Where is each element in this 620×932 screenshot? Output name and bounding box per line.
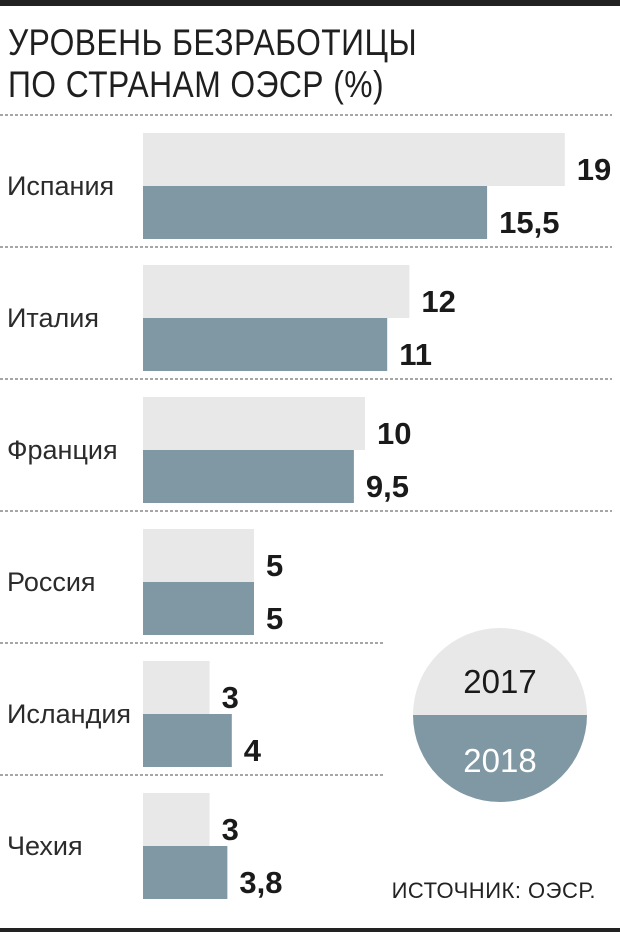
bar-2018	[143, 846, 228, 899]
source-note: ИСТОЧНИК: ОЭСР.	[391, 878, 596, 903]
legend-swatch-2018	[413, 715, 587, 802]
data-label-2017: 12	[421, 284, 455, 319]
bar-2017	[143, 793, 210, 846]
bar-2017	[143, 133, 565, 186]
data-label-2017: 10	[377, 416, 411, 451]
country-label: Франция	[7, 435, 118, 465]
chart-title-line-2: ПО СТРАНАМ ОЭСР (%)	[8, 64, 385, 105]
data-label-2018: 4	[244, 733, 262, 768]
country-label: Испания	[7, 171, 114, 201]
bar-2017	[143, 529, 254, 582]
chart-title-line-1: УРОВЕНЬ БЕЗРАБОТИЦЫ	[8, 22, 418, 63]
country-label: Чехия	[7, 831, 83, 861]
data-label-2017: 3	[222, 812, 239, 847]
chart-title: УРОВЕНЬ БЕЗРАБОТИЦЫ ПО СТРАНАМ ОЭСР (%)	[8, 22, 490, 106]
bar-2017	[143, 265, 410, 318]
country-label: Италия	[7, 303, 99, 333]
legend-swatch-2017	[413, 628, 587, 715]
bar-2018	[143, 318, 388, 371]
legend-label-2018: 2018	[463, 742, 536, 779]
bar-2017	[143, 661, 210, 714]
data-label-2018: 11	[399, 337, 432, 372]
country-label: Исландия	[7, 699, 131, 729]
bar-2018	[143, 186, 488, 239]
bar-2018	[143, 714, 232, 767]
data-label-2017: 3	[222, 680, 239, 715]
data-label-2018: 15,5	[499, 205, 559, 240]
data-label-2017: 19	[577, 152, 611, 187]
legend-label-2017: 2017	[463, 663, 536, 700]
bar-2018	[143, 582, 254, 635]
bar-2018	[143, 450, 354, 503]
data-label-2018: 9,5	[366, 469, 409, 504]
country-label: Россия	[7, 567, 96, 597]
data-label-2018: 5	[266, 601, 283, 636]
data-label-2018: 3,8	[239, 865, 282, 900]
data-label-2017: 5	[266, 548, 283, 583]
bar-2017	[143, 397, 365, 450]
